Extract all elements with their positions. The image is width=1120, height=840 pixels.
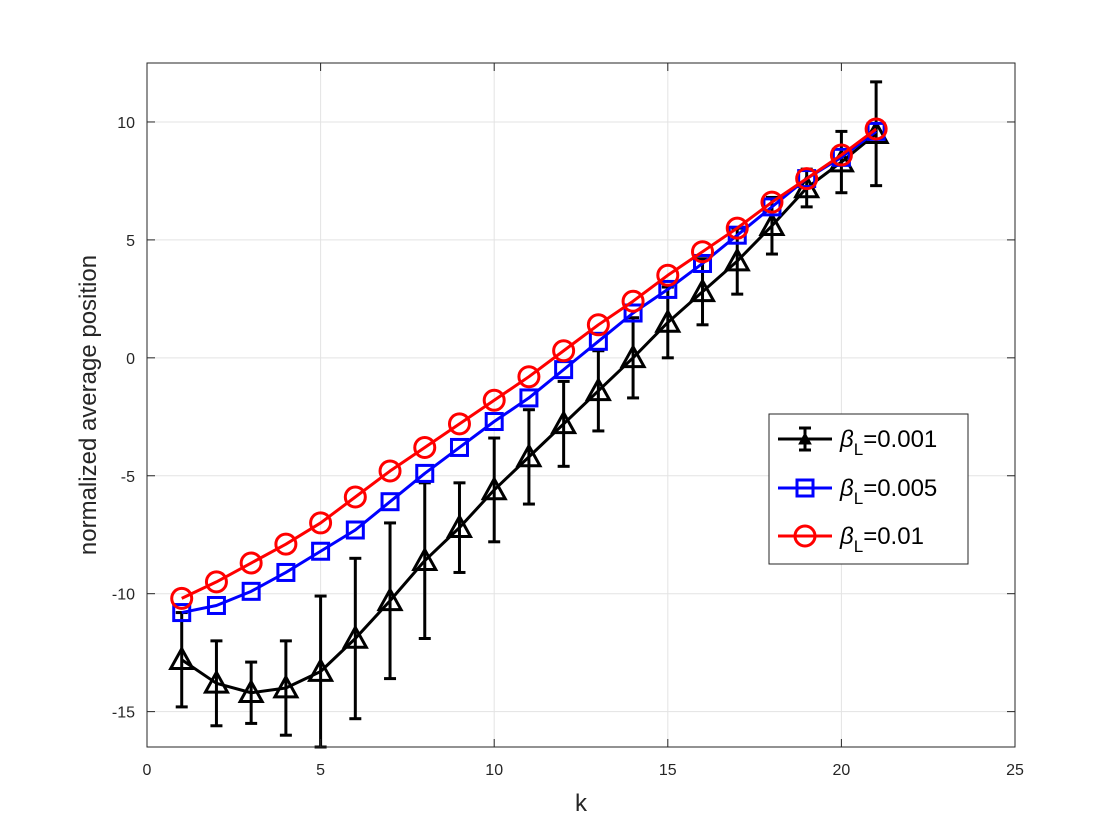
x-tick-label: 15 <box>659 762 677 779</box>
legend-label: βL=0.005 <box>839 475 937 508</box>
data-point <box>172 603 192 623</box>
data-point <box>345 520 365 540</box>
y-tick-label: 5 <box>126 233 135 250</box>
legend: βL=0.001 βL=0.005 βL=0.01 <box>768 413 969 565</box>
data-point <box>864 117 888 141</box>
data-point <box>343 485 367 509</box>
data-point <box>168 645 196 671</box>
data-point <box>723 247 751 272</box>
data-point <box>241 581 261 601</box>
data-point <box>760 190 784 214</box>
data-point <box>309 511 333 535</box>
data-point <box>691 240 715 264</box>
x-tick-label: 20 <box>833 762 851 779</box>
y-tick-label: -10 <box>112 587 135 604</box>
data-point <box>795 167 819 191</box>
ticks <box>146 63 1016 747</box>
data-point <box>380 492 400 512</box>
data-point <box>202 669 230 694</box>
series-triangle <box>168 80 890 749</box>
data-point <box>654 308 682 333</box>
data-point <box>725 216 749 240</box>
x-tick-label: 5 <box>316 762 325 779</box>
plot-area <box>147 63 1015 747</box>
data-point <box>693 253 713 273</box>
data-point <box>239 551 263 575</box>
legend-label: βL=0.01 <box>839 523 924 556</box>
data-point <box>170 586 194 610</box>
data-point <box>829 143 853 167</box>
data-point <box>272 673 300 699</box>
data-point <box>623 303 643 323</box>
data-point <box>445 513 474 538</box>
y-tick-label: -15 <box>112 705 135 722</box>
data-point <box>447 412 471 436</box>
data-point <box>204 570 228 594</box>
data-point <box>586 313 610 337</box>
legend-label: βL=0.001 <box>839 426 937 459</box>
y-tick-label: -5 <box>121 469 135 486</box>
data-point <box>517 365 541 389</box>
data-point <box>415 463 435 483</box>
series-line <box>181 130 878 615</box>
data-point <box>449 437 469 457</box>
data-point <box>482 388 506 412</box>
data-point <box>413 435 437 459</box>
data-point <box>206 595 226 615</box>
data-point <box>411 546 439 571</box>
data-point <box>484 412 504 432</box>
series-line <box>181 127 878 600</box>
data-point <box>307 657 335 682</box>
x-tick-label: 0 <box>143 762 152 779</box>
data-point <box>341 624 369 649</box>
data-point <box>311 541 331 561</box>
data-point <box>237 678 265 704</box>
legend-entry: βL=0.01 <box>778 523 924 556</box>
series-layer <box>168 80 890 749</box>
y-tick-label: 0 <box>126 351 135 368</box>
data-point <box>584 376 612 402</box>
legend-marker <box>795 478 815 498</box>
data-point <box>552 339 576 363</box>
legend-entry: βL=0.001 <box>778 426 937 459</box>
data-point <box>656 263 680 287</box>
legend-entry: βL=0.005 <box>778 475 937 508</box>
data-point <box>758 211 786 237</box>
data-point <box>480 475 508 501</box>
data-point <box>519 388 539 408</box>
axes-box <box>146 62 1016 748</box>
tick-labels: 0 5 10 15 20 25 -15 -10 -5 0 5 10 <box>112 115 1024 779</box>
y-tick-label: 10 <box>117 115 135 132</box>
series-line <box>180 132 878 695</box>
data-point <box>619 343 647 369</box>
data-point <box>274 532 298 556</box>
x-tick-label: 10 <box>485 762 503 779</box>
data-point <box>378 459 402 483</box>
grid <box>146 63 1016 747</box>
x-tick-label: 25 <box>1006 762 1024 779</box>
data-point <box>658 279 678 299</box>
x-axis-label: k <box>575 790 588 817</box>
data-point <box>515 442 543 468</box>
series-circle <box>170 117 888 610</box>
data-point <box>688 277 717 303</box>
data-point <box>376 586 404 612</box>
y-axis-label: normalized average position <box>75 255 102 555</box>
data-point <box>550 409 578 435</box>
legend-marker <box>793 524 817 548</box>
data-point <box>621 289 645 313</box>
data-point <box>276 562 296 582</box>
legend-marker <box>798 431 812 445</box>
data-point <box>797 169 817 189</box>
